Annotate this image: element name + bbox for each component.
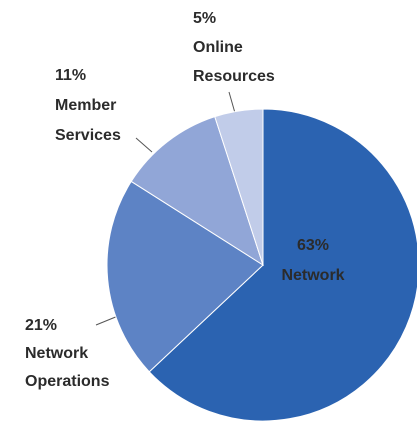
leader-line: [228, 91, 236, 114]
pie-slice: [130, 116, 264, 267]
slice-value-label: 5%: [193, 10, 216, 27]
leader-line: [135, 137, 153, 153]
slice-value-label: 11%: [55, 67, 86, 84]
pie-slice: [106, 180, 264, 373]
slice-category-label: Network: [281, 267, 344, 284]
pie-slice: [214, 108, 264, 266]
slice-value-label: 21%: [25, 317, 57, 334]
leader-line: [95, 315, 119, 326]
slice-category-label: Member Services: [55, 97, 121, 144]
slice-category-label: Online Resources: [193, 39, 275, 85]
pie-slice: [148, 108, 417, 422]
slice-category-label: Network Operations: [25, 345, 110, 390]
slice-value-label: 63%: [297, 237, 329, 254]
